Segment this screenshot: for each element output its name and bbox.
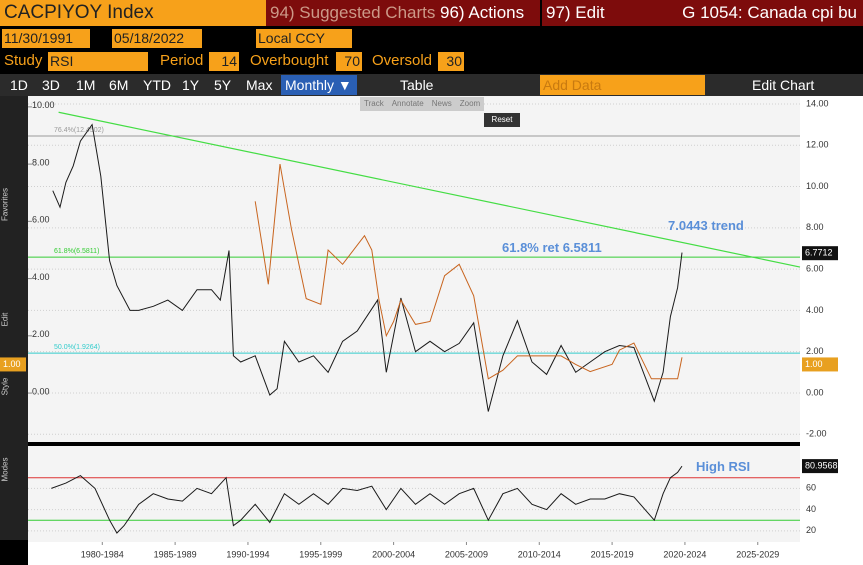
- x-tick-label: 1980-1984: [81, 549, 124, 559]
- chart-tools: Track Annotate News Zoom: [360, 97, 485, 111]
- plot-bg: [28, 96, 800, 442]
- y2-tick-label: 6.00: [32, 215, 50, 225]
- oversold[interactable]: 30: [438, 52, 464, 71]
- study-label: Study: [4, 52, 43, 69]
- y2-tick-label: 8.00: [32, 157, 50, 167]
- actions[interactable]: 96) Actions: [436, 0, 540, 26]
- last-value-box: [802, 246, 838, 261]
- y-tick-label: 2.00: [806, 346, 824, 356]
- end-date[interactable]: 05/18/2022: [112, 29, 202, 48]
- annotation: High RSI: [696, 459, 751, 474]
- y-tick-label: 4.00: [806, 305, 824, 315]
- period-button[interactable]: Max: [246, 77, 273, 93]
- period-button[interactable]: 1Y: [182, 77, 200, 93]
- reference-label: 50.0%(1.9264): [54, 344, 100, 351]
- y-tick-label: 12.00: [806, 140, 829, 150]
- x-tick-label: 2020-2024: [663, 549, 706, 559]
- period-label: Period: [160, 52, 204, 69]
- period-button[interactable]: 6M: [109, 77, 129, 93]
- line-series: [254, 164, 683, 380]
- currency[interactable]: Local CCY: [256, 29, 352, 48]
- x-tick-label: 2025-2029: [736, 549, 779, 559]
- axis-bg: [800, 96, 863, 542]
- frequency[interactable]: Monthly ▼: [281, 75, 357, 95]
- period-button[interactable]: 1M: [76, 77, 96, 93]
- y-tick-label: 0.00: [806, 387, 824, 397]
- xaxis-bg: [28, 542, 863, 565]
- y-tick-label: 6.00: [806, 263, 824, 273]
- edit-menu[interactable]: 97) Edit: [542, 0, 622, 26]
- chart-tool[interactable]: Zoom: [459, 99, 481, 108]
- annotation: 61.8% ret 6.5811: [502, 240, 602, 255]
- period-button[interactable]: YTD: [143, 77, 171, 93]
- x-tick-label: 2005-2009: [445, 549, 488, 559]
- overbought[interactable]: 70: [336, 52, 362, 71]
- chart-tool[interactable]: Track: [364, 99, 384, 108]
- x-tick-label: 1995-1999: [299, 549, 342, 559]
- trend-line: [58, 111, 801, 268]
- edit-chart[interactable]: Edit Chart: [752, 77, 815, 93]
- y2-tick-label: 10.00: [32, 100, 55, 110]
- y-tick-label: 8.00: [806, 222, 824, 232]
- y2-tick-label: 4.00: [32, 272, 50, 282]
- last-value-label: 6.7712: [805, 248, 833, 258]
- table-button[interactable]: Table: [400, 77, 434, 93]
- chart-tool[interactable]: Annotate: [391, 99, 424, 108]
- chart: 14.00 12.00 10.00 8.00 6.00 4.00 2.00 0.00 -2.00…: [0, 96, 863, 565]
- oversold-label: Oversold: [372, 52, 433, 69]
- period-button[interactable]: 5Y: [214, 77, 232, 93]
- y-tick-label: 10.00: [806, 181, 829, 191]
- annotation: 7.0443 trend: [668, 218, 744, 233]
- last-value-label: 80.9568: [805, 460, 838, 470]
- side-tab[interactable]: Favorites: [0, 188, 10, 221]
- last-value-box: [0, 357, 26, 372]
- chart-tool[interactable]: News: [431, 99, 452, 108]
- last-value-box: [802, 357, 838, 372]
- suggested-charts[interactable]: 94) Suggested Charts: [266, 0, 436, 26]
- y-tick-label: -2.00: [806, 429, 827, 439]
- add-data[interactable]: Add Data: [540, 75, 705, 95]
- plot-bg: [28, 446, 800, 542]
- y-tick-label: 40: [806, 504, 816, 514]
- line-series: [51, 465, 683, 534]
- x-tick-label: 2010-2014: [518, 549, 561, 559]
- line-series: [52, 123, 683, 412]
- last-value-label: 1.00: [805, 359, 823, 369]
- side-tab[interactable]: Modes: [0, 457, 10, 482]
- ticker[interactable]: CACPIYOY Index: [0, 0, 266, 26]
- x-tick-label: 2015-2019: [591, 549, 634, 559]
- start-date[interactable]: 11/30/1991: [2, 29, 90, 48]
- x-tick-label: 1985-1989: [154, 549, 197, 559]
- period-button[interactable]: 1D: [10, 77, 28, 93]
- study-name[interactable]: RSI: [48, 52, 148, 71]
- x-tick-label: 2000-2004: [372, 549, 415, 559]
- period[interactable]: 14: [209, 52, 239, 71]
- side-tab[interactable]: Edit: [0, 312, 10, 327]
- reference-label: 76.4%(12.4502): [54, 127, 104, 134]
- last-value-box: [802, 459, 838, 474]
- last-value-label: 1.00: [3, 359, 21, 369]
- x-tick-label: 1990-1994: [226, 549, 269, 559]
- y2-tick-label: 0.00: [32, 386, 50, 396]
- page-title: G 1054: Canada cpi bu: [622, 0, 863, 26]
- y2-tick-label: 2.00: [32, 329, 50, 339]
- y-tick-label: 20: [806, 525, 816, 535]
- y-tick-label: 60: [806, 483, 816, 493]
- period-button[interactable]: 3D: [42, 77, 60, 93]
- reset[interactable]: Reset: [484, 113, 520, 127]
- reference-label: 61.8%(6.5811): [54, 248, 99, 255]
- side-tab[interactable]: Style: [0, 377, 10, 396]
- y-tick-label: 14.00: [806, 98, 829, 108]
- overbought-label: Overbought: [250, 52, 329, 69]
- side-toolbar: [0, 96, 28, 540]
